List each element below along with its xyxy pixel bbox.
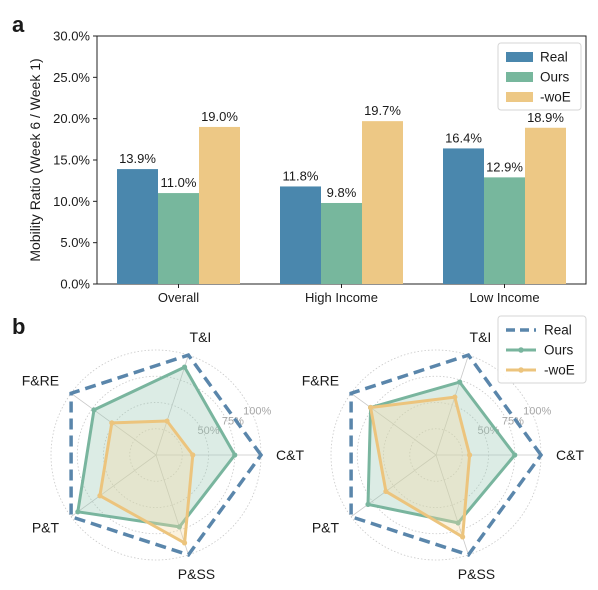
legend-label: -woE <box>540 90 571 105</box>
radar-point <box>109 420 115 426</box>
radar-axis-label: C&T <box>276 447 304 463</box>
radar-legend: Real Ours -woE <box>497 315 587 384</box>
radar-point <box>383 488 389 495</box>
radar-series-real <box>349 353 544 557</box>
radar-chart-left: 50%75%100%C&TT&IF&REP&TP&SS <box>22 329 305 582</box>
x-tick-label: High Income <box>305 290 378 305</box>
bar <box>321 202 362 284</box>
radar-point <box>457 379 463 385</box>
bar <box>117 169 158 284</box>
radar-axis-label: T&I <box>190 329 212 345</box>
radar-point <box>181 364 188 370</box>
legend-marker <box>518 347 524 353</box>
radar-ring-label: 100% <box>243 406 271 418</box>
y-tick-label: 25.0% <box>53 70 90 85</box>
y-tick-label: 0.0% <box>60 277 90 292</box>
radar-point <box>467 452 473 458</box>
panel-label-b: b <box>12 314 25 339</box>
panel-a: a 0.0% 5.0% 10.0% 15.0% 20.0% 25.0% 30.0% Overa… <box>12 12 587 305</box>
radar-axis-label: P&SS <box>178 566 215 582</box>
bar <box>280 186 321 284</box>
bar <box>443 148 484 284</box>
bar-value-label: 18.9% <box>527 110 564 125</box>
legend-label: Real <box>544 323 572 338</box>
radar-point <box>176 524 182 530</box>
x-tick-label: Overall <box>158 290 199 305</box>
x-tick-label: Low Income <box>469 290 539 305</box>
radar-axis-label: C&T <box>556 447 584 463</box>
legend-label: Ours <box>540 70 570 85</box>
bar <box>158 193 199 284</box>
radar-point <box>367 404 374 411</box>
radar-axis-label: F&RE <box>302 372 339 388</box>
radar-point <box>460 534 466 540</box>
bar <box>199 126 240 284</box>
bar-value-label: 9.8% <box>327 185 357 200</box>
radar-spoke <box>350 392 437 456</box>
radar-point <box>91 407 97 413</box>
panel-b: b 50%75%100%C&TT&IF&REP&TP&SS 50%75%100%… <box>12 314 587 582</box>
radar-point <box>190 452 196 458</box>
legend-label: Real <box>540 50 568 65</box>
radar-axis-label: T&I <box>470 329 492 345</box>
radar-series-woe <box>369 395 472 539</box>
bar-chart: 0.0% 5.0% 10.0% 15.0% 20.0% 25.0% 30.0% Overall… <box>53 29 587 305</box>
y-tick-label: 5.0% <box>60 235 90 250</box>
radar-point <box>232 452 238 458</box>
radar-point <box>455 520 461 526</box>
radar-spoke <box>155 454 189 555</box>
radar-spoke <box>70 454 157 518</box>
bar-value-label: 13.9% <box>119 151 156 166</box>
bar <box>525 127 566 284</box>
legend-label: Ours <box>544 343 574 358</box>
legend-label: -woE <box>544 363 575 378</box>
y-tick-label: 30.0% <box>53 29 90 44</box>
radar-axis-label: F&RE <box>22 372 59 388</box>
legend-box <box>497 315 587 384</box>
radar-point <box>512 452 518 458</box>
radar-chart-right: 50%75%100%C&TT&IF&REP&TP&SS <box>302 329 585 582</box>
y-tick-label: 20.0% <box>53 111 90 126</box>
radar-point <box>75 509 81 515</box>
radar-point <box>181 540 188 546</box>
bar-value-label: 19.0% <box>201 109 238 124</box>
radar-ring-label: 100% <box>523 406 551 418</box>
y-tick-label: 15.0% <box>53 153 90 168</box>
legend-marker <box>518 367 524 373</box>
radar-series-woe <box>98 419 195 545</box>
radar-axis-label: P&T <box>312 520 340 536</box>
y-tick-label: 10.0% <box>53 194 90 209</box>
bar-value-label: 12.9% <box>486 159 523 174</box>
radar-spoke <box>435 355 469 456</box>
radar-spoke <box>155 355 189 456</box>
bar <box>484 177 525 284</box>
bar-value-label: 11.0% <box>161 175 197 190</box>
radar-point <box>452 394 458 400</box>
legend-swatch <box>506 72 533 82</box>
radar-ring-label: 50% <box>197 425 219 437</box>
radar-axis-label: P&T <box>32 520 60 536</box>
radar-point <box>97 493 103 499</box>
radar-axis-label: P&SS <box>458 566 495 582</box>
legend-swatch <box>506 92 533 102</box>
radar-series-ours <box>366 380 517 525</box>
panel-label-a: a <box>12 12 25 37</box>
y-axis-title: Mobility Ratio (Week 6 / Week 1) <box>27 58 43 261</box>
bar-value-label: 19.7% <box>364 103 401 118</box>
radar-spoke <box>350 454 437 518</box>
radar-series-real <box>69 353 264 557</box>
bar <box>362 121 403 284</box>
bar-value-label: 11.8% <box>283 168 319 183</box>
bar-value-label: 16.4% <box>445 130 482 145</box>
radar-point <box>365 501 371 507</box>
legend-swatch <box>506 52 533 62</box>
radar-point <box>164 418 170 424</box>
